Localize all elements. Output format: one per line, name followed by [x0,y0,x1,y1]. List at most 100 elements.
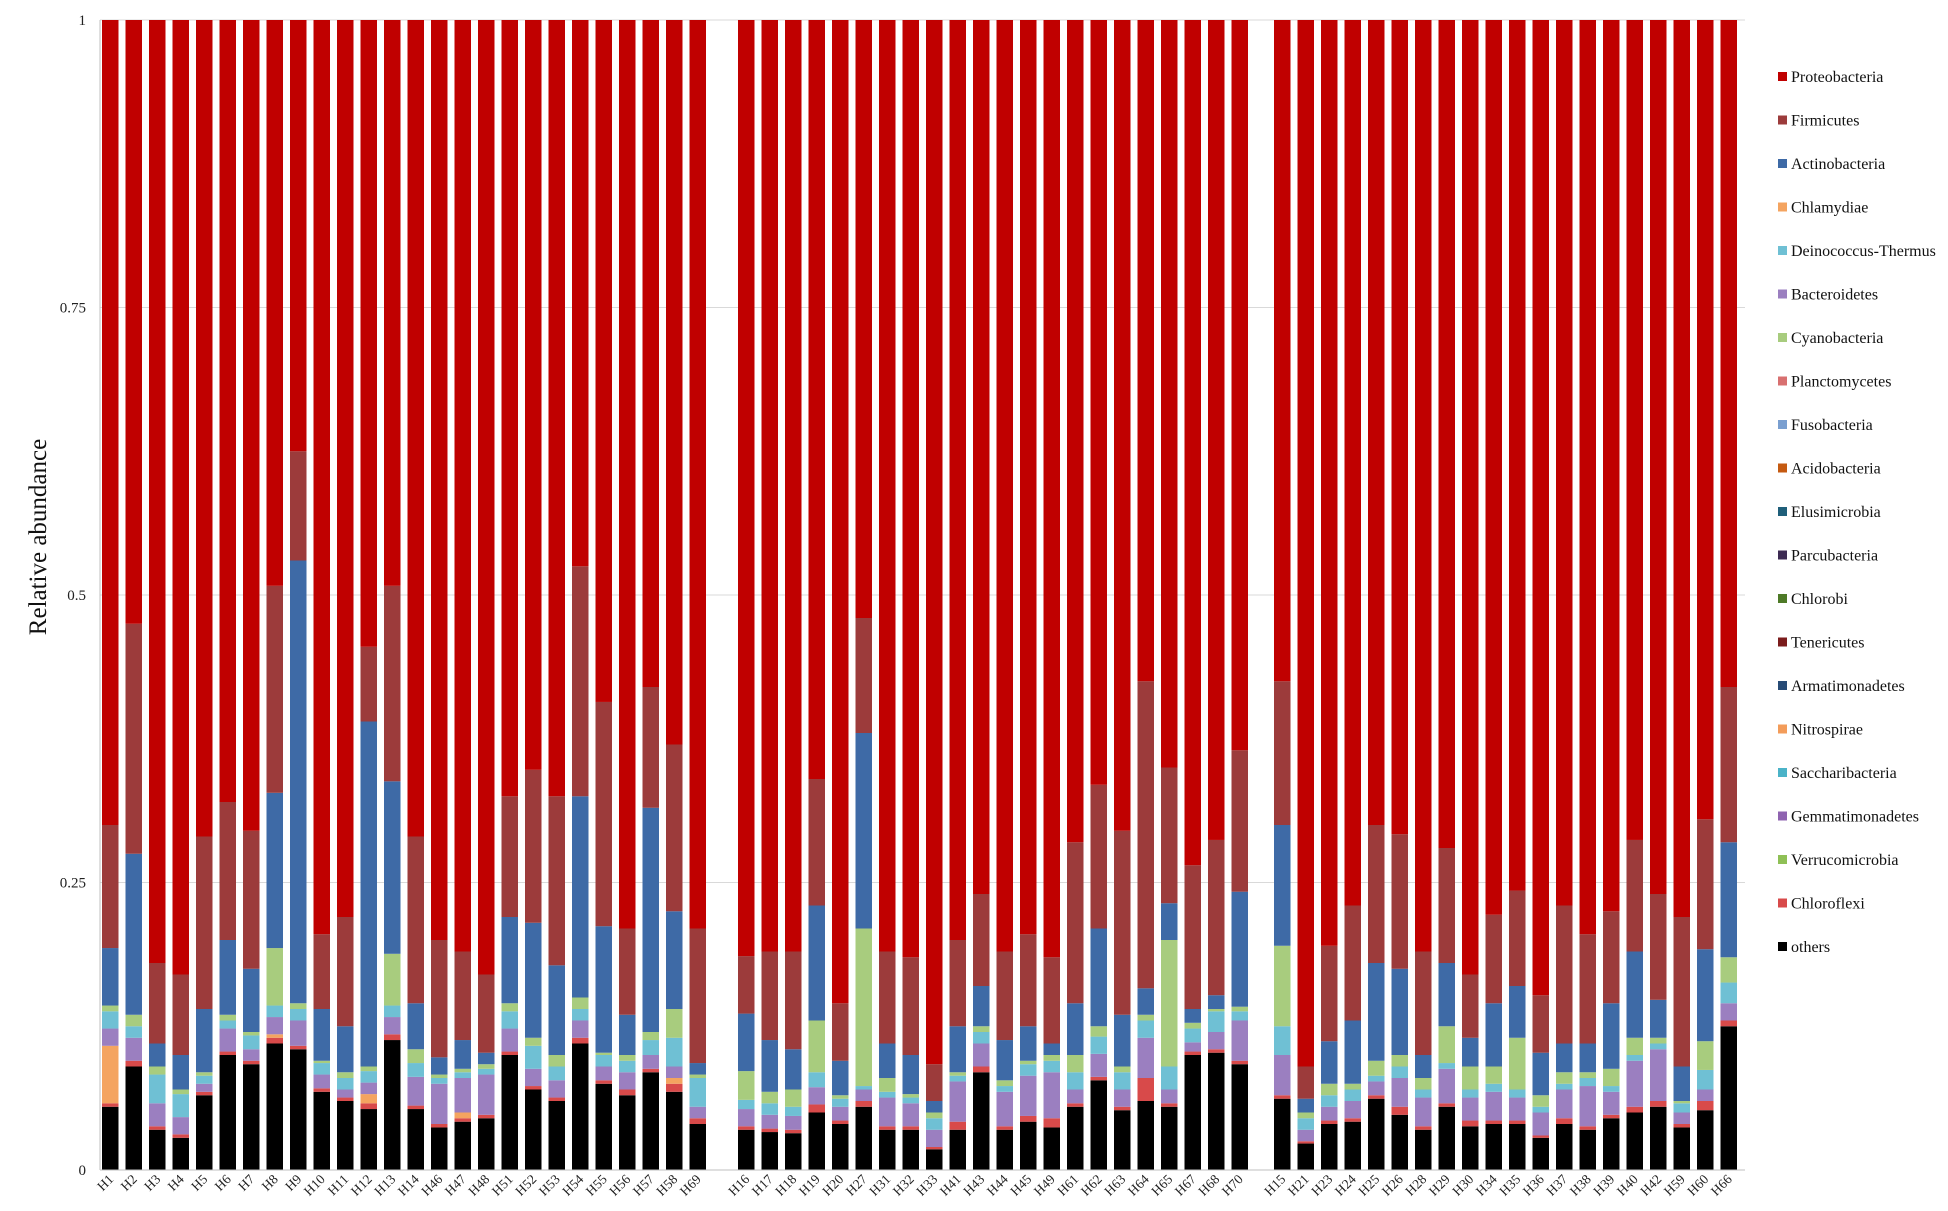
bar-segment-proteobacteria [360,20,377,647]
bar-segment-firmicutes [1556,905,1573,1044]
bar-segment-cyanobacteria [1697,1041,1714,1070]
legend-swatch [1778,855,1787,864]
x-tick-label: H57 [630,1171,657,1198]
bar-segment-proteobacteria [1067,20,1084,843]
bar-segment-cyanobacteria [125,1014,142,1027]
bar-segment-proteobacteria [808,20,825,779]
bar-segment-others [1161,1106,1178,1170]
bar-segment-firmicutes [125,623,142,854]
legend-swatch [1778,942,1787,951]
bar-segment-cyanobacteria [879,1078,896,1092]
bar-segment-chloroflexi [1067,1103,1084,1107]
bar-segment-proteobacteria [1415,20,1432,952]
bar-segment-firmicutes [1321,945,1338,1042]
bar-segment-bacteroidetes [973,1043,990,1067]
x-tick-label: H29 [1426,1171,1453,1198]
bar-segment-chlamydiae [454,1112,471,1119]
legend-item-nitrospirae: Nitrospirae [1778,722,1863,739]
bar-segment-cyanobacteria [172,1089,189,1095]
x-tick-label: H62 [1078,1172,1105,1199]
bar-segment-bacteroidetes [1673,1112,1690,1124]
bar-segment-bacteroidetes [1532,1112,1549,1136]
bar-segment-actinobacteria [1673,1066,1690,1101]
x-tick-label: H59 [1661,1171,1688,1198]
bar-H38 [1579,20,1596,1170]
bar-segment-bacteroidetes [1556,1089,1573,1119]
legend: Proteobacteria Firmicutes Actinobacteria Ch… [1778,69,1936,956]
bar-segment-others [902,1129,919,1170]
bar-segment-proteobacteria [1114,20,1131,831]
bar-segment-firmicutes [196,836,213,1009]
bar-segment-proteobacteria [337,20,354,917]
bar-H39 [1603,20,1620,1170]
bar-segment-actinobacteria [738,1013,755,1072]
bar-segment-firmicutes [738,956,755,1014]
bar-segment-actinobacteria [219,940,236,1015]
bar-segment-bacteroidetes [149,1103,166,1127]
bar-segment-bacteroidetes [1137,1037,1154,1078]
bar-H27 [855,20,872,1170]
bar-segment-firmicutes [1161,767,1178,904]
bar-segment-others [572,1043,589,1170]
bar-segment-bacteroidetes [666,1066,683,1078]
bar-segment-firmicutes [219,802,236,940]
bar-segment-cyanobacteria [1626,1037,1643,1055]
bar-segment-bacteroidetes [1090,1053,1107,1077]
bar-segment-bacteroidetes [832,1106,849,1121]
legend-swatch [1778,768,1787,777]
bar-H3 [149,20,166,1170]
bar-segment-bacteroidetes [290,1020,307,1046]
bar-segment-deinococcus-thermus [689,1078,706,1107]
bar-segment-firmicutes [1673,917,1690,1067]
x-tick-label: H67 [1172,1171,1199,1198]
legend-swatch [1778,550,1787,560]
bar-segment-actinobacteria [879,1043,896,1078]
bar-segment-deinococcus-thermus [501,1011,518,1029]
bar-segment-actinobacteria [1532,1052,1549,1096]
bar-segment-actinobacteria [1556,1043,1573,1073]
bar-segment-deinococcus-thermus [431,1078,448,1084]
bar-segment-actinobacteria [384,781,401,954]
bar-H42 [1650,20,1667,1170]
bar-segment-proteobacteria [996,20,1013,952]
bar-segment-cyanobacteria [1650,1037,1667,1044]
bar-segment-chloroflexi [1137,1078,1154,1101]
bar-segment-others [1485,1124,1502,1170]
bar-segment-cyanobacteria [642,1032,659,1041]
bar-H8 [266,20,283,1170]
bar-segment-cyanobacteria [1579,1072,1596,1078]
bar-segment-cyanobacteria [1720,957,1737,983]
x-tick-label: H46 [418,1171,445,1198]
bar-segment-deinococcus-thermus [313,1063,330,1075]
bar-segment-proteobacteria [1673,20,1690,917]
bar-segment-proteobacteria [313,20,330,935]
bar-segment-deinococcus-thermus [1462,1089,1479,1098]
bar-segment-chloroflexi [666,1083,683,1092]
bar-segment-actinobacteria [1438,963,1455,1027]
bar-segment-actinobacteria [595,926,612,1053]
legend-swatch [1778,115,1787,125]
bar-segment-firmicutes [1114,830,1131,1015]
bar-segment-deinococcus-thermus [1438,1063,1455,1069]
bar-segment-deinococcus-thermus [785,1106,802,1116]
bar-segment-others [478,1118,495,1170]
bar-H48 [478,20,495,1170]
bar-segment-firmicutes [102,825,119,949]
bar-H9 [290,20,307,1170]
bar-segment-proteobacteria [1208,20,1225,840]
bar-H63 [1114,20,1131,1170]
bar-segment-deinococcus-thermus [832,1098,849,1107]
bar-segment-cyanobacteria [949,1072,966,1076]
bar-segment-firmicutes [902,957,919,1055]
bar-segment-others [619,1095,636,1170]
bar-segment-actinobacteria [337,1026,354,1073]
bar-segment-firmicutes [689,928,706,1064]
bar-segment-others [1137,1101,1154,1170]
bar-H55 [595,20,612,1170]
bar-segment-cyanobacteria [1274,945,1291,1027]
bar-H65 [1161,20,1178,1170]
legend-label: Proteobacteria [1791,69,1883,86]
bar-segment-deinococcus-thermus [1579,1078,1596,1087]
bar-segment-others [1368,1098,1385,1170]
legend-swatch [1778,898,1787,908]
